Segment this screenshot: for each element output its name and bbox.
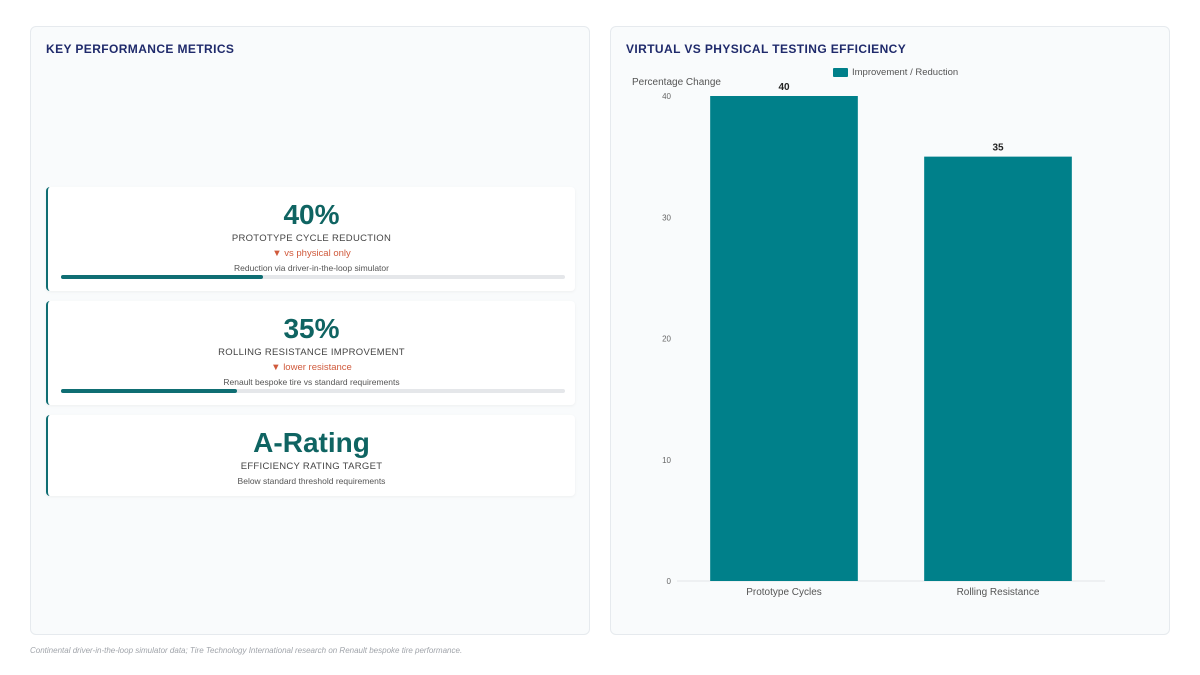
- progress-bar: [61, 275, 565, 279]
- bar-chart: Percentage Change 0 10 20 30 40 40 Prototype Cy…: [632, 77, 1105, 598]
- y-tick-label: 30: [662, 213, 671, 222]
- progress-fill: [61, 389, 238, 393]
- metric-value: A-Rating: [253, 427, 370, 458]
- metric-description: Reduction via driver-in-the-loop simulat…: [234, 263, 389, 273]
- metric-card-prototype: 40% PROTOTYPE CYCLE REDUCTION ▼ vs physi…: [46, 187, 575, 291]
- metric-label: ROLLING RESISTANCE IMPROVEMENT: [218, 347, 405, 358]
- metric-value: 35%: [283, 313, 340, 344]
- metrics-panel-title: KEY PERFORMANCE METRICS: [46, 42, 235, 56]
- chart-panel-title: VIRTUAL VS PHYSICAL TESTING EFFICIENCY: [626, 42, 907, 56]
- progress-bar: [61, 389, 565, 393]
- metric-delta: ▼ lower resistance: [271, 362, 352, 373]
- x-tick-label: Prototype Cycles: [746, 587, 822, 598]
- metric-description: Renault bespoke tire vs standard require…: [223, 377, 400, 387]
- metric-delta: ▼ vs physical only: [272, 248, 351, 259]
- y-tick-label: 20: [662, 335, 671, 344]
- metric-label: EFFICIENCY RATING TARGET: [240, 461, 383, 472]
- progress-fill: [61, 275, 263, 279]
- y-tick-label: 40: [662, 92, 671, 101]
- legend-swatch: [833, 68, 848, 77]
- data-label: 40: [778, 82, 790, 93]
- source-footnote: Continental driver-in-the-loop simulator…: [30, 646, 463, 655]
- metric-description: Below standard threshold requirements: [237, 476, 386, 486]
- y-axis-title: Percentage Change: [632, 77, 721, 88]
- metric-label: PROTOTYPE CYCLE REDUCTION: [231, 233, 392, 244]
- legend-label: Improvement / Reduction: [852, 67, 959, 78]
- metric-card-efficiency-rating: A-Rating EFFICIENCY RATING TARGET Below …: [46, 415, 575, 496]
- metric-card-rolling-resistance: 35% ROLLING RESISTANCE IMPROVEMENT ▼ low…: [46, 301, 575, 405]
- metric-value: 40%: [283, 199, 340, 230]
- x-tick-label: Rolling Resistance: [957, 587, 1040, 598]
- chart-legend[interactable]: Improvement / Reduction: [833, 67, 958, 78]
- metrics-panel: KEY PERFORMANCE METRICS 40% PROTOTYPE CY…: [30, 26, 590, 635]
- bar-prototype-cycles: [710, 96, 858, 581]
- chart-panel: VIRTUAL VS PHYSICAL TESTING EFFICIENCY I…: [610, 26, 1170, 635]
- y-tick-label: 0: [667, 577, 672, 586]
- data-label: 35: [992, 143, 1004, 154]
- bar-rolling-resistance: [924, 156, 1072, 581]
- y-tick-label: 10: [662, 456, 671, 465]
